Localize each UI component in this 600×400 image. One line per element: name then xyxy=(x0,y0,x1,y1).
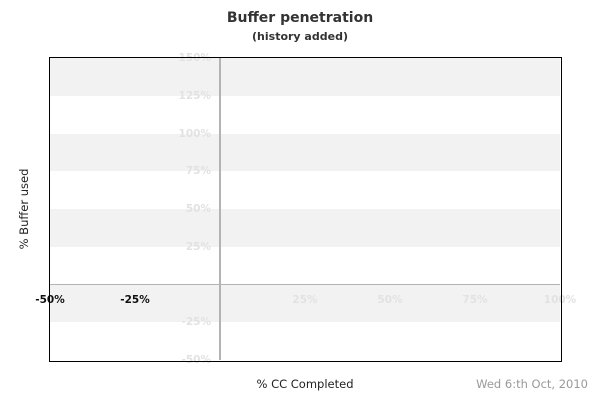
y-tick-label: 25% xyxy=(185,240,211,253)
plot-band xyxy=(50,133,560,172)
y-axis-title: % Buffer used xyxy=(17,168,31,250)
plot-band xyxy=(50,209,560,247)
chart-subtitle: (history added) xyxy=(252,30,348,43)
y-tick-label: 75% xyxy=(185,165,211,178)
plot-band xyxy=(50,284,560,323)
y-tick-label: -25% xyxy=(181,316,212,329)
tick-labels-layer: 150% 125% 100% 75% 50% 25% -25% -50% -50% -25% 25%… xyxy=(35,52,576,366)
chart-title: Buffer penetration xyxy=(226,10,374,26)
zero-lines-layer xyxy=(50,58,560,360)
y-zero-line xyxy=(50,283,560,286)
y-tick-label: 50% xyxy=(185,203,211,215)
x-tick-label: 50% xyxy=(377,294,403,306)
x-tick-label: 100% xyxy=(543,294,577,306)
x-tick-label: 75% xyxy=(462,294,488,306)
x-tick-label: -25% xyxy=(120,294,150,306)
x-tick-label: 25% xyxy=(292,294,318,306)
x-zero-line xyxy=(219,58,221,360)
y-tick-label: 100% xyxy=(178,127,211,140)
y-tick-label: 150% xyxy=(178,52,211,64)
x-axis-title: % CC Completed xyxy=(256,377,354,391)
plot-band xyxy=(50,58,560,96)
y-tick-label: -50% xyxy=(181,354,212,366)
y-tick-label: 125% xyxy=(178,89,211,102)
bands-layer xyxy=(50,58,560,360)
x-tick-label: -50% xyxy=(35,294,65,306)
date-label: Wed 6:th Oct, 2010 xyxy=(476,377,588,391)
plot-area: 150% 125% 100% 75% 50% 25% -25% -50% -50% -25% 25%… xyxy=(35,52,576,366)
